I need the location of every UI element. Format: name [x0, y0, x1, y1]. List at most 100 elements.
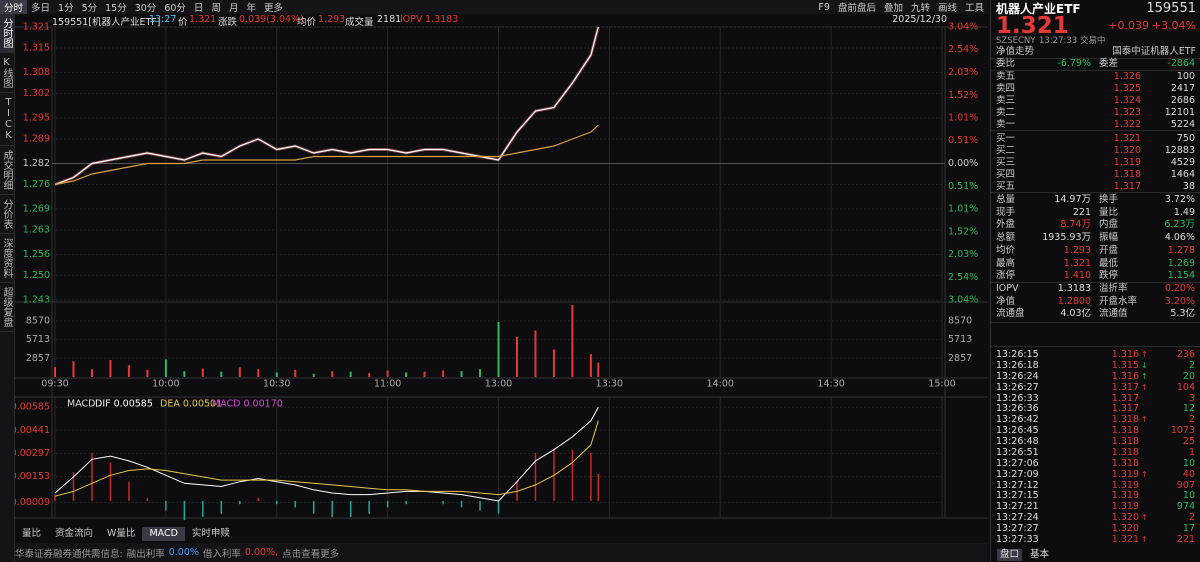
- trade-price: 1.316: [1111, 349, 1139, 360]
- trade-row: 13:26:33 1.317 3: [991, 393, 1200, 405]
- trade-volume: 2: [1188, 414, 1195, 426]
- volume-bar: [460, 371, 463, 377]
- stat-label: IOPV: [996, 282, 1019, 294]
- side-tab[interactable]: TICK: [0, 93, 14, 146]
- y2-tick-label: 2.54%: [948, 272, 978, 283]
- period-tab[interactable]: 周: [211, 3, 221, 14]
- period-tab[interactable]: 多日: [31, 3, 51, 14]
- avg-line: [54, 124, 599, 186]
- volume-bar: [386, 370, 389, 377]
- stat-label: 现手: [996, 206, 1016, 218]
- trade-row: 13:27:21 1.319 974: [991, 501, 1200, 513]
- panel-tab[interactable]: 盘口: [997, 549, 1023, 561]
- book-price: 1.320: [1113, 145, 1141, 156]
- book-row: 买二 1.320 12883: [991, 145, 1200, 157]
- period-tab[interactable]: 日: [193, 3, 204, 14]
- volume-bar: [497, 322, 500, 377]
- info-avg: 1.293: [318, 14, 346, 25]
- y-tick-label: 1.308: [23, 67, 50, 78]
- period-tab[interactable]: 年: [246, 3, 256, 14]
- macd-tick-label: -0.00009: [7, 497, 50, 508]
- stat-label: 流通盘: [996, 308, 1025, 320]
- book-volume: 38: [1182, 181, 1195, 192]
- trade-row: 13:26:48 1.318 25: [991, 436, 1200, 448]
- period-tab[interactable]: 15分: [105, 3, 127, 14]
- period-tab[interactable]: 5分: [81, 3, 98, 14]
- nav-link[interactable]: 净值走势: [996, 46, 1035, 57]
- stat-value: 3.72%: [1164, 194, 1195, 205]
- side-tab[interactable]: 深度资料: [0, 234, 14, 283]
- info-time: 13:27: [149, 14, 177, 25]
- status-text[interactable]: 点击查看更多: [282, 548, 340, 560]
- trade-time: 13:27:15: [996, 490, 1039, 502]
- tool-button[interactable]: 画线: [937, 3, 957, 14]
- stat-label: 净值: [996, 295, 1016, 307]
- y2-tick-label: 1.01%: [948, 113, 978, 124]
- period-tab[interactable]: 60分: [164, 3, 186, 14]
- indicator-tab[interactable]: 量比: [22, 528, 42, 539]
- trade-price: 1.320: [1111, 512, 1139, 524]
- vol-tick-label: 8570: [948, 315, 972, 326]
- y2-tick-label: 1.52%: [948, 226, 978, 237]
- book-row: 卖三 1.324 2686: [991, 95, 1200, 107]
- book-volume: 2686: [1170, 95, 1195, 106]
- trade-arrow: ↑: [1141, 513, 1148, 523]
- book-label: 卖一: [996, 119, 1016, 130]
- indicator-tab[interactable]: W量比: [107, 528, 136, 539]
- period-tab[interactable]: 更多: [263, 3, 283, 14]
- trade-time: 13:27:21: [996, 501, 1039, 513]
- period-tab[interactable]: 30分: [134, 3, 157, 14]
- tool-button[interactable]: 工具: [964, 3, 984, 14]
- stat-value: 14.97万: [1054, 194, 1091, 205]
- macd-tick-label: 0.00585: [11, 402, 50, 413]
- trade-volume: 3: [1188, 392, 1195, 404]
- y-tick-label: 1.243: [23, 295, 50, 306]
- x-tick-label: 14:30: [817, 379, 844, 390]
- trade-time: 13:27:12: [996, 479, 1039, 491]
- indicator-tab[interactable]: MACD: [142, 527, 185, 541]
- trade-price: 1.321: [1111, 533, 1139, 545]
- trade-time: 13:26:15: [996, 349, 1039, 360]
- stat-label: 换手: [1099, 194, 1119, 205]
- side-tab[interactable]: 分时图: [0, 14, 14, 53]
- tool-button[interactable]: 盘前盘后: [837, 3, 876, 14]
- stat-row: 总量 14.97万 换手 3.72%: [991, 194, 1200, 206]
- info-price_label: 价: [178, 17, 188, 28]
- tool-button[interactable]: 叠加: [883, 3, 903, 14]
- info-change_label: 涨跌: [218, 17, 238, 28]
- book-row: 买一 1.321 750: [991, 133, 1200, 145]
- stat-value: 1.2800: [1057, 295, 1091, 307]
- side-tab[interactable]: K线图: [0, 53, 14, 93]
- volume-bar: [275, 372, 278, 377]
- trade-price: 1.319: [1111, 479, 1139, 491]
- price-line: [54, 26, 599, 186]
- order-ratio-row: 委比 -6.79% 委差 -2864: [991, 58, 1200, 70]
- vol-tick-label: 8570: [26, 315, 50, 326]
- trade-volume: 2: [1188, 512, 1195, 524]
- panel-tab[interactable]: 基本: [1030, 549, 1050, 560]
- tool-button[interactable]: F9: [818, 1, 830, 13]
- sidebar: 分时图 K线图 TICK 成交明细 分价表 深度资料 超级复盘: [0, 14, 15, 562]
- side-tab[interactable]: 分价表: [0, 195, 14, 234]
- indicator-tab[interactable]: 资金流向: [55, 528, 94, 539]
- trade-volume: 907: [1176, 479, 1195, 491]
- trade-row: 13:27:09 1.319 ↑ 40: [991, 469, 1200, 481]
- side-tab[interactable]: 成交明细: [0, 146, 14, 195]
- macd-dif-label: DIF 0.00585: [95, 399, 153, 410]
- trade-arrow: ↓: [1141, 360, 1148, 370]
- macd-macd-label: MACD 0.00170: [212, 399, 283, 410]
- trade-time: 13:26:51: [996, 446, 1039, 458]
- stat-label: 总量: [996, 194, 1016, 205]
- tool-button[interactable]: 九转: [910, 3, 930, 14]
- period-tab[interactable]: 分时: [0, 0, 28, 14]
- book-volume: 5224: [1170, 119, 1195, 130]
- indicator-tab[interactable]: 实时申赎: [191, 528, 230, 539]
- period-tab[interactable]: 月: [228, 3, 239, 14]
- side-tab[interactable]: 超级复盘: [0, 283, 14, 332]
- volume-bar: [368, 373, 371, 377]
- volume-bar: [597, 362, 600, 377]
- macd-tick-label: 0.00297: [11, 448, 50, 459]
- trade-price: 1.318: [1111, 457, 1139, 469]
- macd-dif-line: [54, 406, 599, 502]
- period-tab[interactable]: 1分: [58, 3, 74, 14]
